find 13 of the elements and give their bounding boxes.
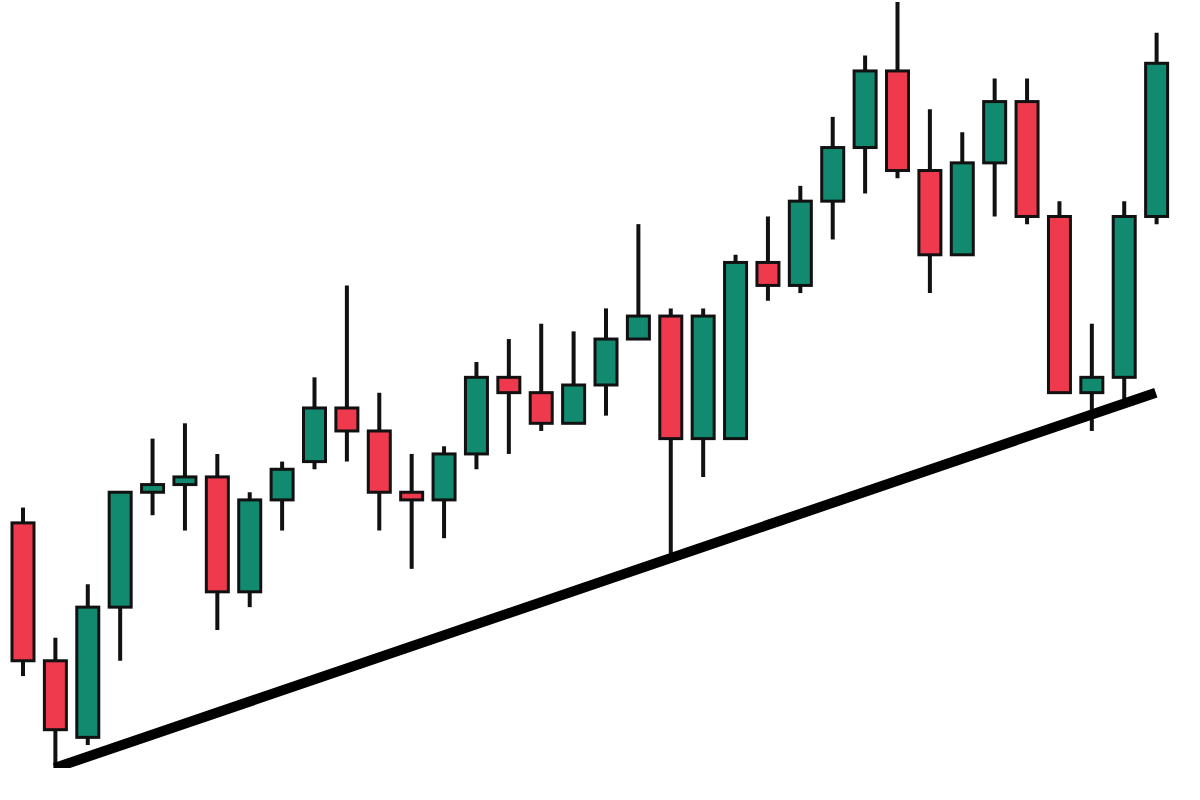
candlestick xyxy=(334,283,360,464)
candlestick xyxy=(561,329,587,426)
candlestick xyxy=(593,306,619,418)
candlestick xyxy=(755,214,781,303)
candlestick xyxy=(140,436,166,518)
candlestick xyxy=(399,451,425,571)
candlestick xyxy=(625,222,651,342)
candlestick xyxy=(269,459,295,533)
candlestick xyxy=(1079,321,1105,433)
candlestick xyxy=(496,337,522,456)
candlestick xyxy=(172,421,198,533)
candlestick xyxy=(431,444,457,541)
candlestick xyxy=(528,321,554,433)
